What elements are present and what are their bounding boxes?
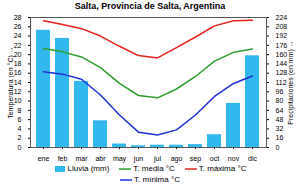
svg-text:Precipitaciones (en mm) →: Precipitaciones (en mm) → [287,40,295,124]
svg-text:32: 32 [276,125,284,132]
svg-text:Temperatura (en °C) →: Temperatura (en °C) → [7,46,15,118]
svg-text:ago: ago [171,155,183,163]
svg-text:0: 0 [18,144,22,151]
svg-text:jun: jun [133,155,143,163]
svg-text:dic: dic [248,155,257,162]
svg-text:26: 26 [14,23,22,30]
svg-text:48: 48 [276,116,284,123]
svg-text:jul: jul [153,155,161,163]
svg-text:112: 112 [276,79,287,86]
html-text:Lluvia (mm): Lluvia (mm) [67,164,110,173]
svg-text:128: 128 [275,69,288,77]
svg-text:0: 0 [276,144,280,151]
svg-text:nov: nov [228,155,240,162]
svg-text:208: 208 [276,23,288,30]
svg-text:96: 96 [276,88,284,95]
svg-text:10: 10 [14,97,22,104]
svg-text:14: 14 [14,79,22,86]
svg-text:16: 16 [14,69,22,76]
svg-text:12: 12 [14,88,22,95]
svg-text:ene: ene [38,155,50,162]
svg-text:18: 18 [14,60,22,67]
svg-text:may: may [113,155,127,163]
svg-text:22: 22 [14,42,22,49]
svg-text:20: 20 [14,51,22,58]
svg-text:6: 6 [18,116,22,123]
svg-text:80: 80 [276,97,284,104]
svg-text:144: 144 [275,60,288,68]
html-text:T. media °C: T. media °C [133,164,175,173]
svg-text:192: 192 [276,32,288,39]
svg-text:sep: sep [190,155,201,163]
svg-text:4: 4 [18,125,22,132]
svg-text:abr: abr [95,155,106,162]
svg-text:64: 64 [276,107,284,114]
svg-text:2: 2 [18,134,22,141]
svg-text:8: 8 [18,107,22,114]
html-text:T. mínima °C: T. mínima °C [134,175,180,184]
svg-text:16: 16 [276,134,284,141]
svg-text:28: 28 [14,14,22,21]
svg-text:feb: feb [58,155,68,162]
svg-text:224: 224 [276,14,288,21]
svg-text:mar: mar [75,155,88,162]
svg-text:oct: oct [210,155,219,162]
html-text:Salta, Provincia de Salta, Arg: Salta, Provincia de Salta, Argentina [74,1,226,11]
html-text:T. máxima °C: T. máxima °C [198,164,247,173]
svg-text:24: 24 [14,32,22,39]
svg-text:160: 160 [275,50,288,58]
svg-text:176: 176 [275,41,288,49]
